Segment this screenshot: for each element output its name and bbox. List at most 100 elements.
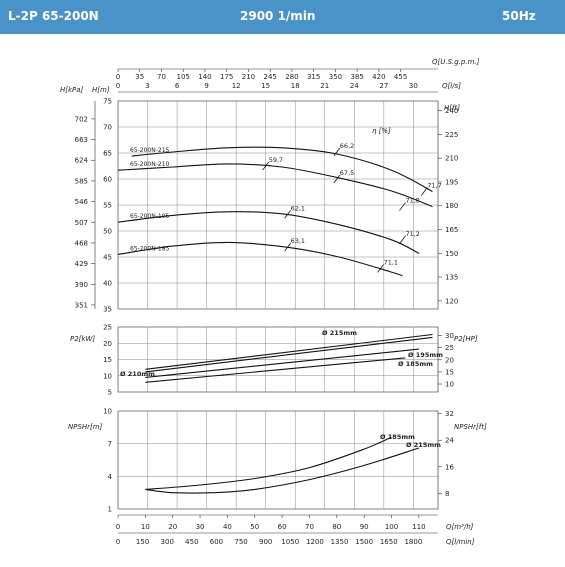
efficiency-point-label: 59,7 xyxy=(269,156,283,164)
power-curve xyxy=(145,333,433,370)
pump-performance-chart: 7570656055504540357026636245855465074684… xyxy=(60,58,487,546)
power-ytick-kw: 20 xyxy=(103,340,112,348)
head-series-label: 65-200N-185 xyxy=(130,245,170,252)
head-ytick-m: 35 xyxy=(103,306,112,314)
m3h-tick: 40 xyxy=(223,523,232,531)
m3h-tick: 90 xyxy=(360,523,369,531)
ls-tick: 0 xyxy=(116,82,120,90)
lmin-tick: 1500 xyxy=(355,538,373,546)
ls-tick: 21 xyxy=(320,82,329,90)
ls-tick: 18 xyxy=(291,82,300,90)
npsh-ytick-ft: 24 xyxy=(445,437,454,445)
power-ytick-hp: 10 xyxy=(445,381,454,389)
head-ylabel-m: H[m] xyxy=(92,86,110,94)
lmin-tick: 600 xyxy=(210,538,223,546)
power-ylabel-hp: P2[HP] xyxy=(454,335,478,343)
head-ytick-kpa: 585 xyxy=(75,177,88,185)
efficiency-point-label: 71,1 xyxy=(384,258,398,266)
head-curve-65-200N-210 xyxy=(117,163,433,208)
m3h-tick: 30 xyxy=(196,523,205,531)
m3h-tick: 10 xyxy=(141,523,150,531)
npsh-ytick-m: 10 xyxy=(103,408,112,416)
head-ytick-m: 60 xyxy=(103,176,112,184)
lmin-tick: 1350 xyxy=(331,538,349,546)
head-curve-65-200N-215 xyxy=(131,146,433,192)
head-ylabel-kpa: H[kPa] xyxy=(60,86,84,94)
efficiency-point-label: 63,1 xyxy=(291,237,305,245)
power-curve xyxy=(145,348,419,378)
power-ytick-hp: 20 xyxy=(445,356,454,364)
head-ytick-kpa: 351 xyxy=(75,301,88,309)
efficiency-tick xyxy=(377,264,384,273)
npsh-ylabel-ft: NPSHr[ft] xyxy=(454,423,487,431)
head-ytick-kpa: 429 xyxy=(75,260,88,268)
gpm-axis-label: Q[U.S.g.p.m.] xyxy=(432,58,480,66)
ls-tick: 3 xyxy=(145,82,149,90)
lmin-tick: 1800 xyxy=(404,538,422,546)
efficiency-tick xyxy=(333,174,341,184)
head-ytick-m: 50 xyxy=(103,228,112,236)
gpm-tick: 455 xyxy=(394,73,407,81)
lmin-tick: 0 xyxy=(116,538,120,546)
head-ytick-ft: 210 xyxy=(445,155,458,163)
head-series-label: 65-200N-215 xyxy=(130,147,170,154)
head-curve-65-200N-185 xyxy=(117,241,403,277)
efficiency-point-label: 71,2 xyxy=(405,230,419,238)
head-ytick-m: 55 xyxy=(103,202,112,210)
head-ytick-kpa: 468 xyxy=(75,239,88,247)
power-series-label: Ø 215mm xyxy=(322,329,357,337)
power-ylabel-kw: P2[kW] xyxy=(70,335,95,343)
ls-tick: 9 xyxy=(204,82,208,90)
m3h-tick: 70 xyxy=(305,523,314,531)
lmin-tick: 1050 xyxy=(281,538,299,546)
gpm-tick: 105 xyxy=(177,73,190,81)
head-ytick-kpa: 507 xyxy=(75,219,88,227)
power-ytick-kw: 10 xyxy=(103,372,112,380)
ls-tick: 24 xyxy=(350,82,359,90)
head-ytick-ft: 120 xyxy=(445,297,458,305)
ls-tick: 6 xyxy=(175,82,180,90)
npsh-ytick-ft: 8 xyxy=(445,490,449,498)
lmin-tick: 900 xyxy=(259,538,272,546)
gpm-tick: 0 xyxy=(116,73,120,81)
m3h-tick: 20 xyxy=(168,523,177,531)
gpm-tick: 245 xyxy=(263,73,276,81)
head-ytick-ft: 180 xyxy=(445,202,458,210)
m3h-tick: 80 xyxy=(332,523,341,531)
head-ytick-ft: 240 xyxy=(445,107,458,115)
lmin-axis-label: Q[l/min] xyxy=(446,538,475,546)
head-ytick-ft: 150 xyxy=(445,250,458,258)
gpm-tick: 280 xyxy=(285,73,298,81)
head-ytick-kpa: 390 xyxy=(75,281,88,289)
power-series-label: Ø 185mm xyxy=(398,360,433,368)
lmin-tick: 1650 xyxy=(380,538,398,546)
gpm-tick: 385 xyxy=(350,73,363,81)
lmin-tick: 450 xyxy=(185,538,198,546)
power-curve xyxy=(145,336,433,373)
head-ytick-kpa: 663 xyxy=(75,136,88,144)
head-ytick-kpa: 624 xyxy=(75,157,89,165)
head-ytick-m: 65 xyxy=(103,150,112,158)
head-ytick-ft: 225 xyxy=(445,131,458,139)
m3h-tick: 60 xyxy=(278,523,287,531)
head-curve-65-200N-195 xyxy=(117,211,420,254)
lmin-tick: 300 xyxy=(161,538,174,546)
npsh-plot-frame xyxy=(117,410,439,510)
head-ytick-ft: 135 xyxy=(445,274,458,282)
efficiency-tick xyxy=(262,161,270,171)
head-ytick-ft: 165 xyxy=(445,226,458,234)
npsh-ytick-ft: 16 xyxy=(445,463,454,471)
gpm-tick: 210 xyxy=(242,73,255,81)
head-ytick-kpa: 546 xyxy=(75,198,89,206)
m3h-tick: 100 xyxy=(385,523,398,531)
ls-tick: 12 xyxy=(232,82,241,90)
efficiency-point-label: 71,7 xyxy=(427,181,441,189)
efficiency-tick xyxy=(284,242,291,252)
efficiency-tick xyxy=(284,210,291,219)
efficiency-tick xyxy=(333,147,341,157)
head-ytick-kpa: 702 xyxy=(75,115,88,123)
npsh-ytick-m: 4 xyxy=(108,473,113,481)
gpm-tick: 70 xyxy=(157,73,166,81)
model-title: L-2P 65-200N xyxy=(8,9,99,23)
efficiency-point-label: 67,5 xyxy=(340,169,354,177)
